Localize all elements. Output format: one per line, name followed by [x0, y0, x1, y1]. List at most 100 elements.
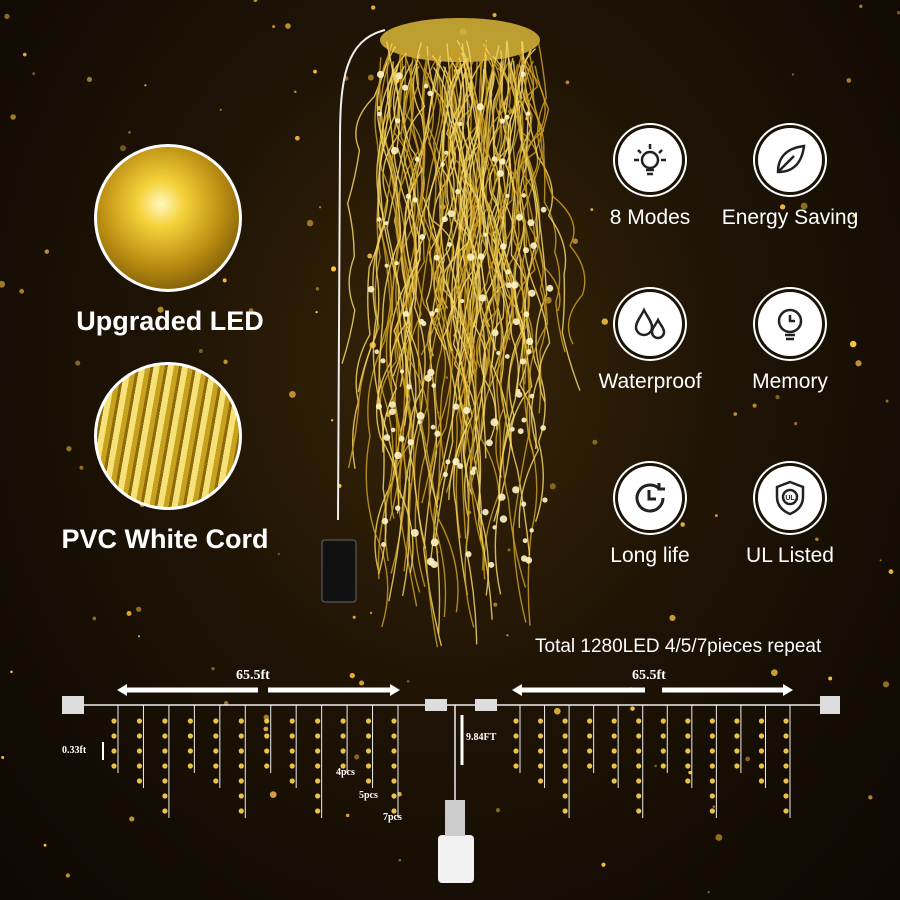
light-strand [380, 58, 418, 607]
light-strand [462, 55, 483, 628]
icicle-bulb [264, 733, 270, 739]
feature-label: Memory [752, 370, 828, 393]
led-bulb [427, 368, 435, 377]
sparkle-dot [859, 4, 863, 8]
light-strand [378, 67, 413, 562]
light-strand [451, 47, 482, 470]
sparkle-dot [219, 108, 222, 111]
sparkle-dot [92, 616, 97, 621]
sparkle-dot [565, 80, 570, 85]
sparkle-dot [126, 610, 132, 616]
icicle-bulb [289, 733, 295, 739]
sparkle-dot [223, 359, 228, 365]
sparkle-dot [294, 90, 297, 94]
led-bulb [381, 517, 389, 525]
led-bulb [492, 525, 497, 530]
icicle-bulb [587, 748, 593, 754]
icicle-bulb [636, 748, 642, 754]
light-strand [492, 41, 525, 397]
icicle-bulb [709, 718, 715, 724]
led-bulb [430, 424, 436, 430]
light-strand [482, 50, 512, 522]
led-bulb [476, 103, 484, 111]
sparkle-dot [888, 569, 894, 575]
icicle-bulb [562, 793, 568, 799]
led-bulb [452, 403, 460, 410]
icicle-bulb [264, 748, 270, 754]
led-bulb [521, 193, 527, 198]
light-strand [494, 40, 531, 556]
power-adapter [321, 539, 357, 603]
sparkle-dot [601, 318, 609, 325]
led-bulb [458, 121, 463, 127]
light-strand [372, 61, 394, 575]
icicle-bulb [685, 778, 691, 784]
sparkle-dot [654, 764, 657, 768]
led-bulb [465, 551, 472, 558]
sparkle-dot [318, 206, 322, 209]
icicle-bulb [213, 763, 219, 769]
sparkle-dot [19, 288, 25, 294]
sparkle-dot [0, 280, 6, 288]
led-bulb [419, 233, 426, 240]
led-bulb [526, 349, 532, 355]
led-bulb [447, 242, 452, 248]
sparkle-dot [688, 770, 692, 775]
icicle-bulb [636, 778, 642, 784]
icicle-bulb [783, 808, 789, 814]
light-strand [417, 49, 459, 613]
icicle-bulb [562, 733, 568, 739]
icicle-bulb [365, 763, 372, 769]
led-bulb [504, 114, 510, 120]
icicle-bulb [162, 718, 168, 724]
sparkle-dot [680, 522, 685, 527]
led-bulb [517, 428, 524, 435]
led-bulb [496, 169, 504, 177]
sparkle-dot [359, 680, 365, 686]
led-bulb [427, 90, 433, 97]
sparkle-dot [868, 795, 873, 800]
led-bulb [485, 439, 493, 447]
icicle-bulb [709, 793, 715, 799]
led-bulb [367, 285, 375, 293]
sparkle-dot [775, 394, 780, 400]
icicle-bulb [537, 748, 544, 754]
icicle-bulb [734, 763, 740, 769]
led-bulb [522, 538, 528, 544]
icicle-bulb [783, 748, 789, 754]
icicle-bulb [537, 733, 544, 739]
sparkle-dot [22, 52, 27, 57]
icicle-bulb [365, 718, 372, 724]
sparkle-dot [507, 548, 511, 552]
icicle-bulb [513, 733, 519, 739]
icicle-bulb [758, 778, 765, 784]
light-strand [471, 43, 503, 365]
sparkle-dot [846, 78, 852, 83]
light-strand [453, 68, 495, 596]
led-bulb [457, 463, 464, 470]
icicle-bulb [636, 808, 642, 814]
sparkle-dot [712, 805, 716, 808]
led-bulb [380, 358, 386, 364]
led-bulb [521, 417, 527, 423]
led-bulb [469, 469, 476, 476]
icicle-bulb [660, 748, 666, 754]
sparkle-dot [4, 13, 10, 19]
icicle-bulb [162, 763, 168, 769]
led-bulb [395, 505, 401, 511]
arrow-head [783, 684, 793, 696]
led-bulb [398, 435, 405, 442]
light-strand [441, 67, 476, 373]
icicle-bulb [783, 763, 789, 769]
upgraded-led-label: Upgraded LED [76, 306, 264, 336]
led-bulb [520, 71, 526, 77]
left-length-label: 65.5ft [236, 668, 270, 683]
light-strand [374, 41, 400, 580]
sparkle-dot [129, 816, 135, 822]
led-bulb [542, 497, 548, 503]
sparkle-dot [349, 672, 355, 679]
sparkle-dot [315, 287, 320, 291]
icicle-bulb [562, 718, 568, 724]
led-bulb [516, 391, 523, 398]
feature-label: UL Listed [746, 544, 834, 567]
